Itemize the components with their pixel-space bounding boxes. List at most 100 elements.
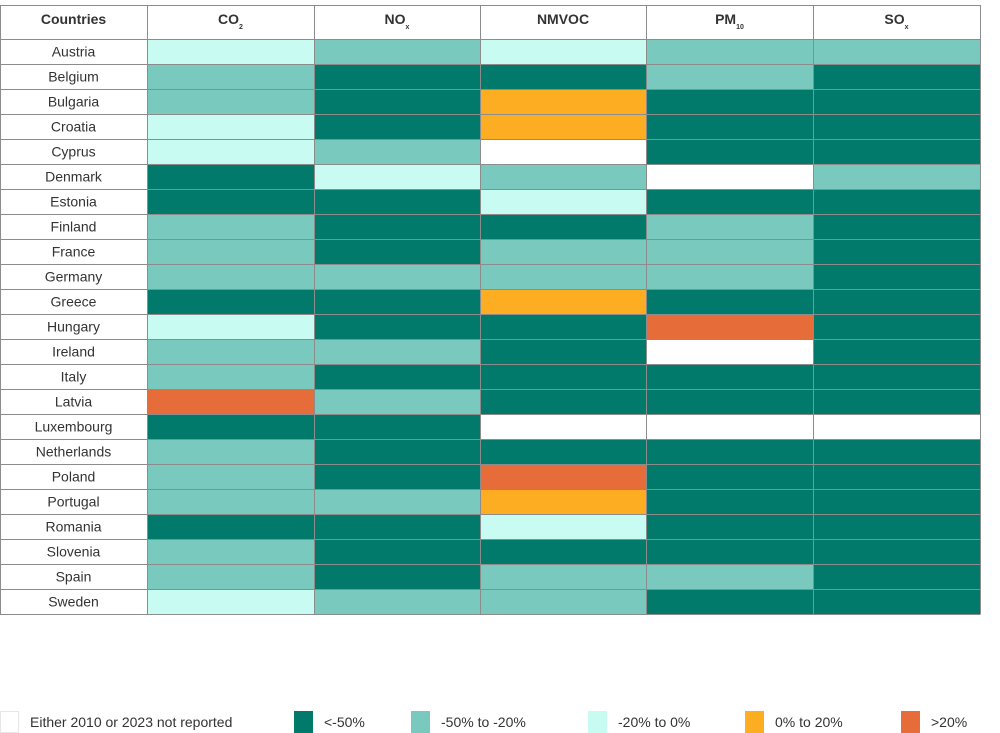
heatmap-cell-spain-pm10 (646, 564, 813, 589)
heatmap-labels: Countries CO2 NOx NMVOC PM10 SOx Austria Belgiu… (35, 11, 909, 610)
heatmap-cell-ireland-co2 (147, 339, 314, 364)
heatmap-cells (147, 39, 980, 614)
heatmap-cell-italy-pm10 (646, 364, 813, 389)
heatmap-cell-italy-sox (813, 364, 980, 389)
heatmap-cell-estonia-co2 (147, 189, 314, 214)
heatmap-cell-italy-co2 (147, 364, 314, 389)
legend-item-20-0: -20% to 0% (588, 711, 690, 733)
heatmap-cell-austria-sox (813, 39, 980, 64)
heatmap-cell-netherlands-nox (314, 439, 480, 464)
heatmap-cell-germany-nmvoc (480, 264, 646, 289)
heatmap-cell-netherlands-pm10 (646, 439, 813, 464)
heatmap-cell-spain-nmvoc (480, 564, 646, 589)
legend: Either 2010 or 2023 not reported <-50% -50… (0, 711, 1000, 733)
heatmap-cell-finland-nox (314, 214, 480, 239)
legend-item-50-20: -50% to -20% (411, 711, 526, 733)
heatmap-cell-france-nox (314, 239, 480, 264)
heatmap-cell-latvia-pm10 (646, 389, 813, 414)
heatmap-cell-romania-pm10 (646, 514, 813, 539)
row-label-latvia: Latvia (55, 394, 93, 410)
heatmap-cell-portugal-sox (813, 489, 980, 514)
heatmap-cell-ireland-nmvoc (480, 339, 646, 364)
heatmap-cell-italy-nmvoc (480, 364, 646, 389)
heatmap-cell-greece-nox (314, 289, 480, 314)
row-label-netherlands: Netherlands (36, 444, 112, 460)
heatmap-cell-ireland-sox (813, 339, 980, 364)
row-label-germany: Germany (45, 269, 103, 285)
row-label-cyprus: Cyprus (51, 144, 95, 160)
heatmap-cell-luxembourg-co2 (147, 414, 314, 439)
row-label-romania: Romania (45, 519, 101, 535)
heatmap-cell-croatia-co2 (147, 114, 314, 139)
heatmap-cell-finland-pm10 (646, 214, 813, 239)
heatmap-cell-cyprus-sox (813, 139, 980, 164)
heatmap-cell-netherlands-sox (813, 439, 980, 464)
heatmap-cell-greece-nmvoc (480, 289, 646, 314)
column-header-countries: Countries (41, 11, 107, 27)
heatmap-cell-croatia-nmvoc (480, 114, 646, 139)
legend-swatch (745, 711, 764, 733)
heatmap-cell-cyprus-nmvoc (480, 139, 646, 164)
row-label-greece: Greece (51, 294, 97, 310)
heatmap-cell-croatia-sox (813, 114, 980, 139)
heatmap-cell-greece-co2 (147, 289, 314, 314)
heatmap-cell-sweden-pm10 (646, 589, 813, 614)
heatmap-cell-finland-co2 (147, 214, 314, 239)
heatmap-cell-denmark-pm10 (646, 164, 813, 189)
heatmap-cell-latvia-nmvoc (480, 389, 646, 414)
heatmap-cell-france-sox (813, 239, 980, 264)
heatmap-cell-portugal-nox (314, 489, 480, 514)
heatmap-cell-poland-sox (813, 464, 980, 489)
legend-item-na: Either 2010 or 2023 not reported (0, 711, 232, 733)
legend-label: <-50% (324, 714, 365, 730)
heatmap-cell-austria-nmvoc (480, 39, 646, 64)
row-label-portugal: Portugal (47, 494, 99, 510)
legend-label: -50% to -20% (441, 714, 526, 730)
heatmap-cell-italy-nox (314, 364, 480, 389)
column-header-nmvoc: NMVOC (537, 11, 589, 27)
heatmap-cell-denmark-nmvoc (480, 164, 646, 189)
row-label-sweden: Sweden (48, 594, 99, 610)
heatmap-cell-greece-sox (813, 289, 980, 314)
heatmap-cell-sweden-co2 (147, 589, 314, 614)
heatmap-cell-bulgaria-pm10 (646, 89, 813, 114)
row-label-france: France (52, 244, 96, 260)
row-label-finland: Finland (51, 219, 97, 235)
heatmap-cell-hungary-nox (314, 314, 480, 339)
row-label-luxembourg: Luxembourg (35, 419, 113, 435)
heatmap-cell-romania-co2 (147, 514, 314, 539)
row-label-poland: Poland (52, 469, 96, 485)
heatmap-cell-spain-nox (314, 564, 480, 589)
heatmap-cell-belgium-sox (813, 64, 980, 89)
heatmap-cell-portugal-nmvoc (480, 489, 646, 514)
heatmap-cell-croatia-pm10 (646, 114, 813, 139)
heatmap-cell-finland-nmvoc (480, 214, 646, 239)
heatmap-cell-austria-nox (314, 39, 480, 64)
heatmap-cell-denmark-sox (813, 164, 980, 189)
heatmap-cell-romania-nmvoc (480, 514, 646, 539)
heatmap-cell-denmark-nox (314, 164, 480, 189)
heatmap-cell-cyprus-pm10 (646, 139, 813, 164)
heatmap-cell-luxembourg-nox (314, 414, 480, 439)
heatmap-cell-bulgaria-sox (813, 89, 980, 114)
legend-item-gt-20: >20% (901, 711, 967, 733)
heatmap-cell-estonia-pm10 (646, 189, 813, 214)
heatmap-cell-austria-co2 (147, 39, 314, 64)
emissions-heatmap: Countries CO2 NOx NMVOC PM10 SOx Austria Belgiu… (0, 5, 981, 615)
row-label-slovenia: Slovenia (47, 544, 101, 560)
heatmap-cell-hungary-co2 (147, 314, 314, 339)
heatmap-cell-slovenia-co2 (147, 539, 314, 564)
column-header-nox: NOx (385, 11, 410, 31)
heatmap-cell-spain-sox (813, 564, 980, 589)
heatmap-cell-poland-nox (314, 464, 480, 489)
heatmap-cell-hungary-pm10 (646, 314, 813, 339)
heatmap-cell-estonia-nmvoc (480, 189, 646, 214)
heatmap-cell-ireland-pm10 (646, 339, 813, 364)
legend-swatch (901, 711, 920, 733)
heatmap-cell-belgium-co2 (147, 64, 314, 89)
heatmap-cell-france-pm10 (646, 239, 813, 264)
heatmap-cell-luxembourg-sox (813, 414, 980, 439)
heatmap-cell-netherlands-co2 (147, 439, 314, 464)
heatmap-cell-bulgaria-nox (314, 89, 480, 114)
